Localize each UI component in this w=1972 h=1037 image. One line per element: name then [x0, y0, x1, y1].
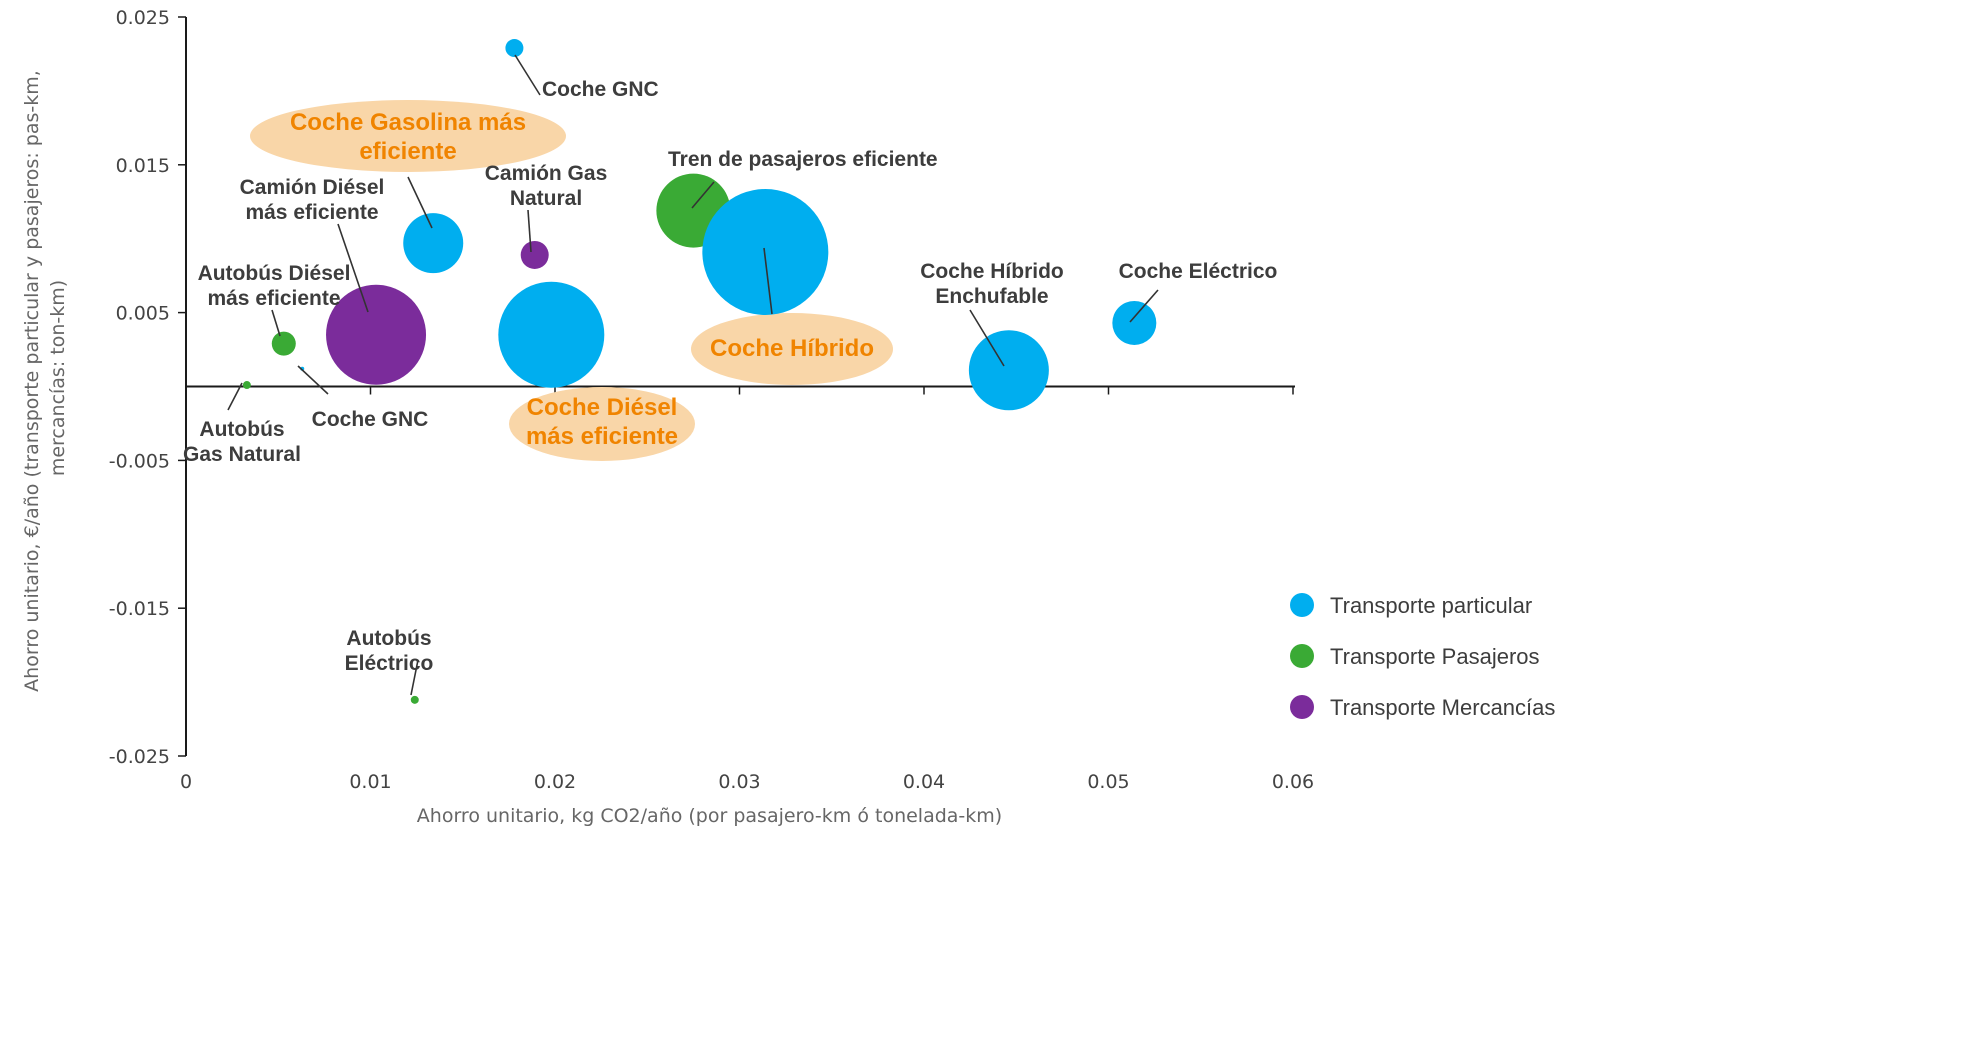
point-label: Coche GNC	[542, 78, 659, 101]
x-tick-label: 0.06	[1272, 771, 1314, 793]
bubble	[520, 240, 549, 269]
point-label-line: Coche Diésel	[527, 394, 678, 421]
axes	[178, 16, 1295, 757]
x-tick-label: 0.04	[903, 771, 945, 793]
bubble	[498, 281, 605, 388]
leader-line	[514, 54, 541, 96]
point-label-line: más eficiente	[207, 287, 340, 310]
point-label-line: Camión Gas	[485, 162, 608, 185]
highlight-ellipses	[250, 100, 893, 461]
bubble	[410, 695, 419, 704]
bubble	[505, 39, 524, 58]
highlight-ellipse	[509, 387, 695, 461]
point-label: Autobús Diésel más eficiente	[198, 262, 351, 310]
x-tick-label: 0.01	[349, 771, 391, 793]
bubble	[968, 330, 1049, 411]
leader-lines	[227, 54, 1159, 696]
highlight-ellipse	[691, 313, 893, 385]
bubble	[326, 284, 427, 385]
point-label: Coche Diésel más eficiente	[526, 394, 678, 450]
point-label: Autobús Gas Natural	[183, 418, 301, 466]
leader-line	[1129, 289, 1159, 323]
point-label-line: Autobús Diésel	[198, 262, 351, 285]
leader-line	[763, 247, 773, 315]
point-label-line: más eficiente	[526, 423, 678, 450]
leader-line	[527, 209, 532, 253]
point-label-line: Coche GNC	[312, 408, 429, 431]
highlight-ellipse	[250, 100, 566, 172]
point-label-line: más eficiente	[245, 201, 378, 224]
leader-line	[227, 382, 243, 411]
bubbles	[242, 39, 1157, 704]
bubble	[702, 189, 829, 316]
bubble	[271, 331, 296, 356]
y-tick-label: -0.025	[109, 746, 170, 768]
legend-marker	[1290, 644, 1314, 668]
x-tick-label: 0.02	[534, 771, 576, 793]
y-tick-label: 0.025	[116, 7, 170, 29]
legend: Transporte particular Transporte Pasajero…	[1290, 593, 1555, 720]
leader-line	[297, 365, 329, 395]
point-label-line: Camión Diésel	[240, 176, 385, 199]
x-tick-label: 0.05	[1087, 771, 1129, 793]
point-label: Coche GNC	[312, 408, 429, 431]
point-label: Coche Gasolina más eficiente	[290, 109, 526, 165]
point-label: Coche Eléctrico	[1119, 260, 1278, 283]
leader-line	[337, 223, 369, 313]
bubble	[242, 381, 251, 390]
y-tick-label: -0.015	[109, 598, 170, 620]
point-label: Camión Gas Natural	[485, 162, 608, 210]
leader-line	[407, 176, 433, 229]
bubble	[403, 213, 464, 274]
point-label-line: Autobús	[199, 418, 284, 441]
leader-line	[410, 659, 419, 696]
x-axis-title: Ahorro unitario, kg CO2/año (por pasajer…	[417, 805, 1002, 827]
point-label: Coche Híbrido	[710, 335, 874, 362]
legend-marker	[1290, 695, 1314, 719]
legend-label: Transporte Pasajeros	[1330, 644, 1540, 669]
point-label-line: Coche GNC	[542, 78, 659, 101]
leader-line	[691, 181, 715, 209]
x-tick-label: 0.03	[718, 771, 760, 793]
y-tick-label: 0.005	[116, 303, 170, 325]
point-label-line: Coche Híbrido	[920, 260, 1064, 283]
y-axis-title: Ahorro unitario, €/año (transporte parti…	[21, 64, 69, 692]
leader-line	[271, 309, 281, 337]
point-label: Coche Híbrido Enchufable	[920, 260, 1064, 308]
point-label-line: Gas Natural	[183, 443, 301, 466]
point-label: Tren de pasajeros eficiente	[668, 148, 938, 171]
legend-marker	[1290, 593, 1314, 617]
leader-line	[969, 309, 1005, 367]
legend-label: Transporte particular	[1330, 593, 1532, 618]
point-label-line: Coche Eléctrico	[1119, 260, 1278, 283]
y-axis-title-line-1: Ahorro unitario, €/año (transporte parti…	[21, 70, 43, 692]
point-label-line: Natural	[510, 187, 582, 210]
y-axis-title-line-2: mercancías: ton-km)	[47, 280, 69, 476]
point-label-line: Coche Híbrido	[710, 335, 874, 362]
x-tick-label: 0	[180, 771, 192, 793]
y-tick-label: 0.015	[116, 155, 170, 177]
point-label-line: eficiente	[359, 138, 456, 165]
point-label-line: Tren de pasajeros eficiente	[668, 148, 938, 171]
point-label-line: Autobús	[346, 627, 431, 650]
point-label-line: Eléctrico	[345, 652, 434, 675]
tick-labels: 0.025 0.015 0.005 -0.005 -0.015 -0.025 0 0.01 0.…	[109, 7, 1314, 793]
bubble	[1112, 300, 1157, 345]
legend-label: Transporte Mercancías	[1330, 695, 1555, 720]
point-label-line: Enchufable	[935, 285, 1048, 308]
point-label-line: Coche Gasolina más	[290, 109, 526, 136]
point-label: Camión Diésel más eficiente	[240, 176, 385, 224]
y-tick-label: -0.005	[109, 450, 170, 472]
point-label: Autobús Eléctrico	[345, 627, 434, 675]
